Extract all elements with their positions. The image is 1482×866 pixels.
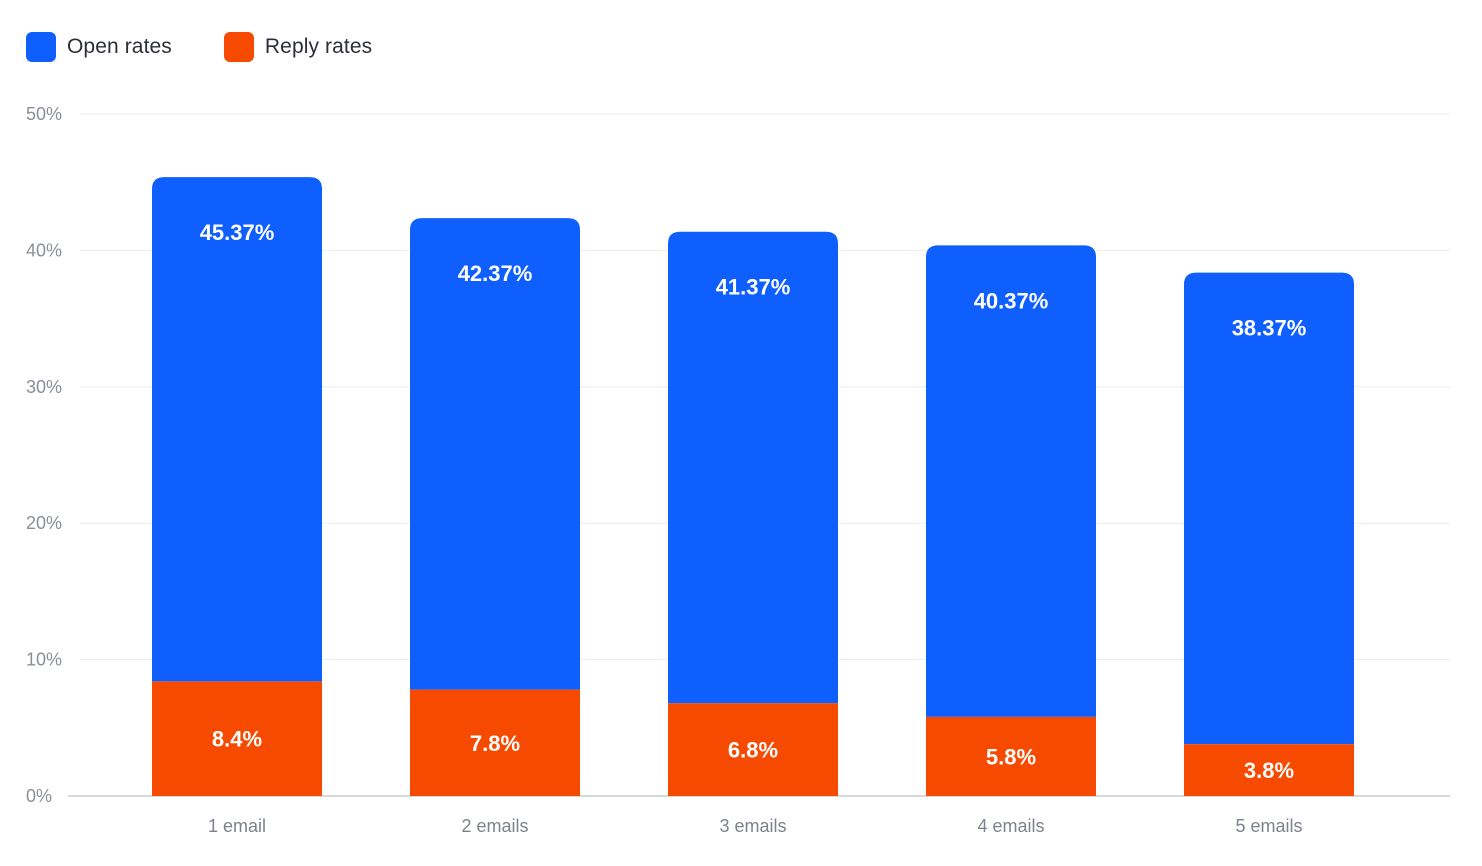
bar-open-rate[interactable] xyxy=(1184,272,1354,745)
bar-reply-rate[interactable] xyxy=(152,681,322,796)
legend-swatch-open-rates xyxy=(26,32,56,62)
y-tick-label: 40% xyxy=(26,240,62,260)
y-tick-label: 30% xyxy=(26,377,62,397)
reply-rate-data-label: 3.8% xyxy=(1244,758,1294,783)
reply-rate-data-label: 6.8% xyxy=(728,738,778,763)
open-rate-data-label: 40.37% xyxy=(974,288,1049,313)
reply-rate-data-label: 8.4% xyxy=(212,727,262,752)
legend-label-open-rates: Open rates xyxy=(67,35,172,58)
chart-legend: Open rates Reply rates xyxy=(26,30,424,64)
reply-rate-data-label: 5.8% xyxy=(986,744,1036,769)
x-category-label: 1 email xyxy=(208,816,266,836)
y-tick-label: 10% xyxy=(26,650,62,670)
y-tick-label: 0% xyxy=(26,786,52,806)
legend-label-reply-rates: Reply rates xyxy=(264,35,373,58)
bar-open-rate[interactable] xyxy=(926,245,1096,717)
open-rate-data-label: 45.37% xyxy=(200,220,275,245)
bar-open-rate[interactable] xyxy=(668,231,838,704)
open-rate-data-label: 41.37% xyxy=(716,275,791,300)
legend-item-reply-rates[interactable]: Reply rates xyxy=(223,32,373,62)
y-tick-label: 20% xyxy=(26,513,62,533)
reply-rate-data-label: 7.8% xyxy=(470,731,520,756)
bar-reply-rate[interactable] xyxy=(410,689,580,796)
y-tick-label: 50% xyxy=(26,104,62,124)
bar-reply-rate[interactable] xyxy=(1184,744,1354,796)
x-category-label: 5 emails xyxy=(1235,816,1302,836)
open-rate-data-label: 38.37% xyxy=(1232,316,1307,341)
bar-open-rate[interactable] xyxy=(410,218,580,690)
open-rate-data-label: 42.37% xyxy=(458,261,533,286)
x-category-label: 3 emails xyxy=(719,816,786,836)
x-category-label: 4 emails xyxy=(977,816,1044,836)
bar-reply-rate[interactable] xyxy=(926,716,1096,796)
legend-item-open-rates[interactable]: Open rates xyxy=(26,32,172,62)
legend-swatch-reply-rates xyxy=(223,32,254,62)
bar-reply-rate[interactable] xyxy=(668,703,838,796)
x-category-label: 2 emails xyxy=(461,816,528,836)
bar-open-rate[interactable] xyxy=(152,177,322,682)
